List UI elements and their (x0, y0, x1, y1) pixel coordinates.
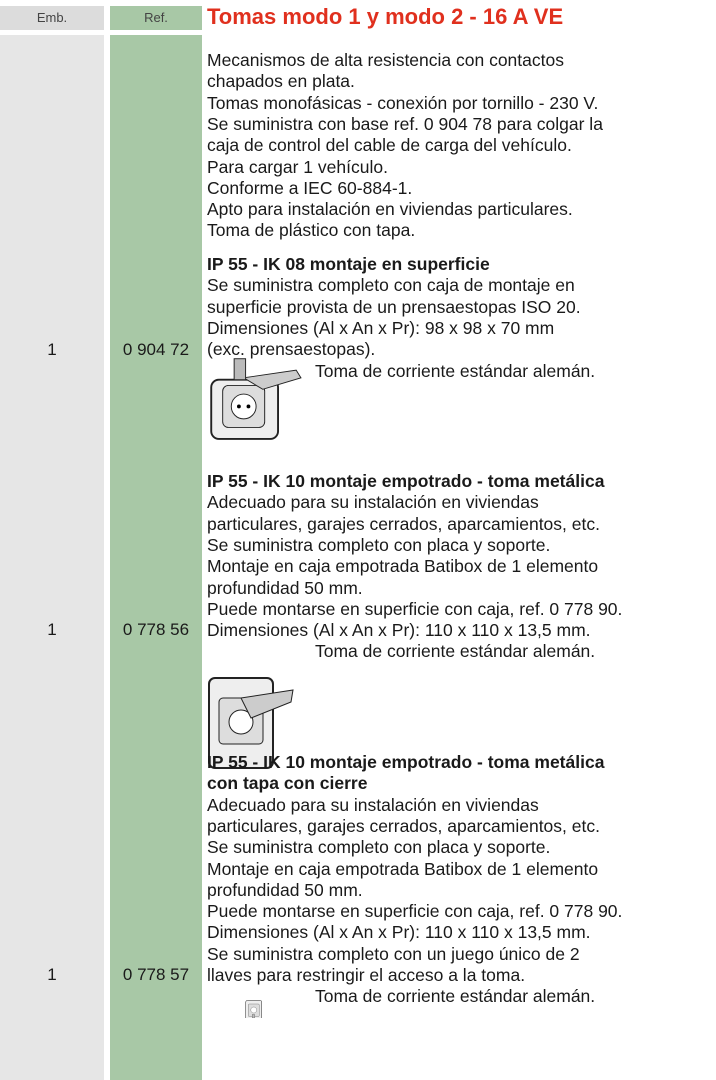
text-line: profundidad 50 mm. (207, 879, 363, 900)
section-heading: IP 55 - IK 10 montaje empotrado - toma m… (207, 752, 605, 772)
product-image (203, 998, 313, 1023)
text-line: chapados en plata. (207, 71, 355, 92)
text-line: Se suministra completo con placa y sopor… (207, 534, 551, 555)
text-line: (exc. prensaestopas). (207, 339, 376, 360)
text-line: Tomas monofásicas - conexión por tornill… (207, 92, 599, 113)
text-line: Toma de plástico con tapa. (207, 220, 416, 241)
text-line: particulares, garajes cerrados, aparcami… (207, 815, 600, 836)
text-line: Dimensiones (Al x An x Pr): 98 x 98 x 70… (207, 317, 555, 338)
text-line: superficie provista de un prensaestopas … (207, 296, 581, 317)
emb-column (0, 35, 104, 1080)
caption: Toma de corriente estándar alemán. (315, 360, 596, 381)
section-heading: IP 55 - IK 08 montaje en superficie (207, 254, 490, 274)
emb-cell: 1 (47, 339, 57, 359)
caption: Toma de corriente estándar alemán. (315, 986, 596, 1007)
text-line: Se suministra completo con caja de monta… (207, 275, 575, 296)
text-line: Puede montarse en superficie con caja, r… (207, 901, 623, 922)
text-line: Montaje en caja empotrada Batibox de 1 e… (207, 556, 599, 577)
product-image (203, 653, 313, 798)
text-line: profundidad 50 mm. (207, 577, 363, 598)
text-line: Puede montarse en superficie con caja, r… (207, 598, 623, 619)
ref-cell: 0 778 56 (122, 620, 190, 640)
caption: Toma de corriente estándar alemán. (315, 641, 596, 662)
section-heading: IP 55 - IK 10 montaje empotrado - toma m… (207, 471, 605, 491)
emb-cell: 1 (47, 620, 57, 640)
ref-cell: 0 778 57 (122, 965, 190, 985)
text-line: Se suministra con base ref. 0 904 78 par… (207, 113, 603, 134)
text-line: Se suministra completo con placa y sopor… (207, 837, 551, 858)
ref-cell: 0 904 72 (122, 339, 190, 359)
section-heading: con tapa con cierre (207, 773, 368, 794)
socket-drawing (245, 1000, 262, 1022)
product-image (203, 353, 313, 463)
text-line: Adecuado para su instalación en vivienda… (207, 492, 539, 513)
emb-cell: 1 (47, 965, 57, 985)
text-line: Conforme a IEC 60-884-1. (207, 177, 413, 198)
title: Tomas modo 1 y modo 2 - 16 A VE (207, 4, 564, 29)
text-line: llaves para restringir el acceso a la to… (207, 965, 526, 985)
emb-header: Emb. (0, 6, 104, 30)
socket-drawing (208, 677, 294, 770)
text-line: Se suministra completo con un juego únic… (207, 943, 580, 964)
text-line: Adecuado para su instalación en vivienda… (207, 794, 539, 815)
text-line: Apto para instalación en viviendas parti… (207, 199, 573, 220)
text-line: particulares, garajes cerrados, aparcami… (207, 513, 600, 534)
ref-column (110, 35, 202, 1080)
text-line: caja de control del cable de carga del v… (207, 135, 572, 156)
text-line: Dimensiones (Al x An x Pr): 110 x 110 x … (207, 620, 591, 641)
ref-header: Ref. (110, 6, 202, 30)
text-line: Mecanismos de alta resistencia con conta… (207, 50, 564, 70)
text-line: Montaje en caja empotrada Batibox de 1 e… (207, 858, 599, 879)
socket-drawing (210, 357, 302, 440)
text-line: Para cargar 1 vehículo. (207, 156, 388, 177)
text-line: Dimensiones (Al x An x Pr): 110 x 110 x … (207, 922, 591, 943)
